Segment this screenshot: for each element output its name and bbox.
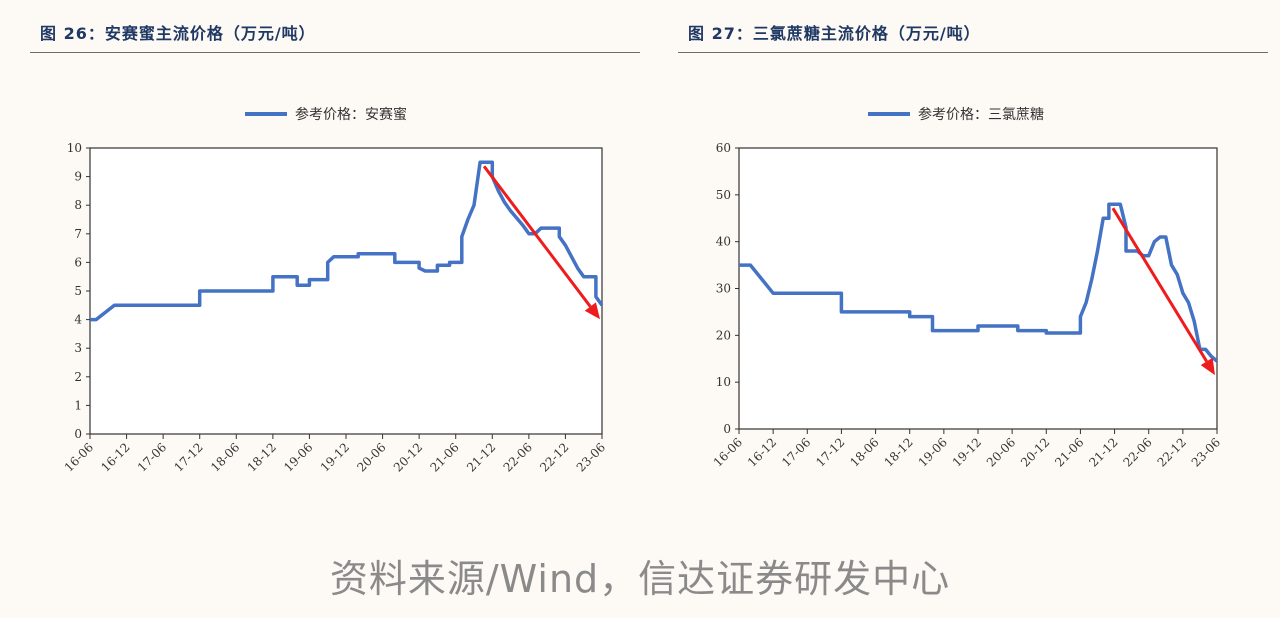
x-tick-label: 22-12 <box>1155 435 1189 469</box>
trend-arrow-head <box>584 302 600 320</box>
y-tick-label: 0 <box>74 427 82 441</box>
x-tick-label: 16-12 <box>98 440 132 474</box>
trend-arrow-head <box>1200 357 1215 376</box>
x-tick-label: 20-12 <box>391 440 425 474</box>
y-tick-label: 6 <box>74 255 82 269</box>
x-tick-label: 20-06 <box>354 440 388 474</box>
figure-26-title: 图 26：安赛蜜主流价格（万元/吨） <box>40 24 316 43</box>
x-tick-label: 16-12 <box>745 435 779 469</box>
y-tick-label: 20 <box>716 328 731 342</box>
y-tick-label: 8 <box>74 198 82 212</box>
x-tick-label: 20-06 <box>984 435 1018 469</box>
x-tick-label: 21-12 <box>1086 435 1120 469</box>
x-tick-label: 18-06 <box>847 435 881 469</box>
x-tick-label: 23-06 <box>574 440 608 474</box>
x-tick-label: 18-12 <box>245 440 279 474</box>
y-tick-label: 7 <box>74 227 82 241</box>
figure-27-panel: 图 27：三氯蔗糖主流价格（万元/吨） 0 10 20 30 40 50 60 16-06 16… <box>678 0 1268 540</box>
source-note: 资料来源/Wind，信达证券研发中心 <box>329 557 951 601</box>
figure-26-chart: 0 1 2 3 4 5 6 7 8 9 10 16-06 16-12 17-06 17-12 18-06 18-… <box>62 106 608 475</box>
trend-arrow-shaft <box>1111 207 1208 363</box>
x-tick-label: 19-06 <box>916 435 950 469</box>
figure-26-title-rule <box>30 52 640 53</box>
x-tick-label: 16-06 <box>711 435 745 469</box>
y-tick-label: 60 <box>716 141 731 155</box>
y-tick-label: 50 <box>716 188 731 202</box>
figure-27-title: 图 27：三氯蔗糖主流价格（万元/吨） <box>688 24 981 43</box>
x-tick-label: 22-12 <box>537 440 571 474</box>
y-tick-label: 3 <box>74 341 82 355</box>
y-tick-label: 1 <box>74 398 82 412</box>
y-tick-label: 4 <box>74 313 82 327</box>
x-tick-label: 21-12 <box>464 440 498 474</box>
x-tick-label: 18-06 <box>208 440 242 474</box>
y-tick-label: 2 <box>74 370 82 384</box>
y-tick-label: 30 <box>716 282 731 296</box>
y-tick-label: 40 <box>716 235 731 249</box>
series-line <box>739 202 1219 363</box>
x-tick-label: 20-12 <box>1018 435 1052 469</box>
x-tick-label: 23-06 <box>1189 435 1223 469</box>
x-tick-label: 22-06 <box>501 440 535 474</box>
legend-label: 参考价格：安赛蜜 <box>295 106 407 123</box>
figure-27-chart: 0 10 20 30 40 50 60 16-06 16-12 17-06 17-12 18-06 18… <box>711 106 1223 470</box>
trend-arrow-shaft <box>482 165 592 308</box>
figure-27-title-rule <box>678 52 1268 53</box>
x-tick-label: 16-06 <box>62 440 96 474</box>
x-tick-label: 18-12 <box>881 435 915 469</box>
x-tick-label: 22-06 <box>1120 435 1154 469</box>
plot-frame <box>89 147 603 435</box>
x-tick-label: 17-12 <box>813 435 847 469</box>
plot-frame <box>738 147 1218 430</box>
y-tick-label: 10 <box>716 375 731 389</box>
series-line <box>90 160 604 322</box>
x-tick-label: 17-12 <box>171 440 205 474</box>
y-tick-label: 9 <box>74 170 82 184</box>
y-tick-label: 5 <box>74 284 82 298</box>
y-tick-label: 10 <box>67 141 82 155</box>
x-tick-label: 19-12 <box>950 435 984 469</box>
x-tick-label: 21-06 <box>427 440 461 474</box>
legend-label: 参考价格：三氯蔗糖 <box>918 106 1044 123</box>
x-tick-label: 19-12 <box>318 440 352 474</box>
x-tick-label: 17-06 <box>135 440 169 474</box>
x-tick-label: 21-06 <box>1052 435 1086 469</box>
figure-26-panel: 图 26：安赛蜜主流价格（万元/吨） 0 1 2 3 4 5 6 7 8 9 10 16-06 16-1… <box>30 0 640 540</box>
y-tick-label: 0 <box>723 422 731 436</box>
x-tick-label: 19-06 <box>281 440 315 474</box>
x-tick-label: 17-06 <box>779 435 813 469</box>
